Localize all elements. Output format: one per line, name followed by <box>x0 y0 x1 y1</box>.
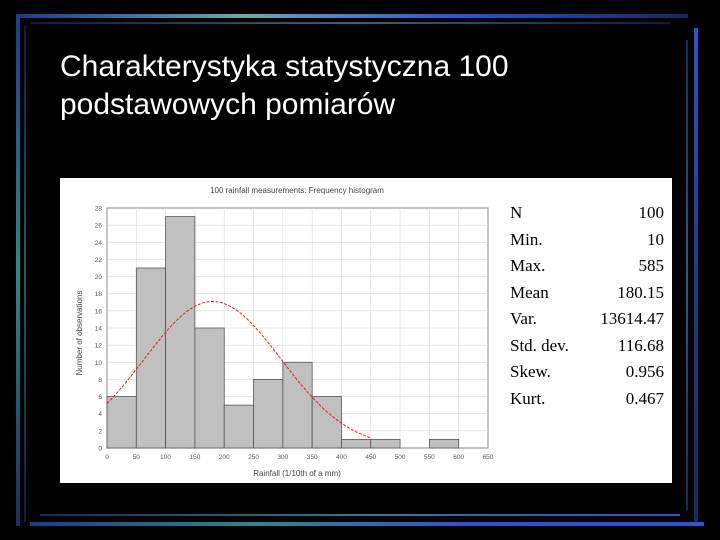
x-tick-label: 450 <box>365 454 376 461</box>
stat-label: Var. <box>510 309 537 328</box>
slide-title-line2: podstawowych pomiarów <box>60 88 396 121</box>
x-tick-label: 300 <box>277 454 288 461</box>
histogram-bar <box>428 439 460 449</box>
frame-left-bar-shadow <box>24 26 26 522</box>
stat-row: Skew. 0.956 <box>510 359 664 386</box>
x-tick-label: 150 <box>189 454 200 461</box>
x-tick-label: 500 <box>395 454 406 461</box>
stat-row: Var. 13614.47 <box>510 306 664 333</box>
x-tick-label: 350 <box>307 454 318 461</box>
x-axis-label: Rainfall (1/10th of a mm) <box>253 469 341 478</box>
y-tick-label: 4 <box>98 411 102 418</box>
stat-label: N <box>510 203 523 222</box>
statistics-table: N 100 Min. 10 Max. 585 Mean 180.15 Var. 13614.47 S… <box>510 200 664 412</box>
stat-value: 585 <box>638 256 665 275</box>
stat-label: Skew. <box>510 362 551 381</box>
histogram-bar <box>253 379 284 449</box>
stat-label: Std. dev. <box>510 335 569 355</box>
stat-row: Min. 10 <box>510 227 664 254</box>
histogram-bar <box>194 327 225 449</box>
slide-title: Charakterystyka statystyczna 100 podstaw… <box>60 48 660 124</box>
stat-row: Mean 180.15 <box>510 280 664 307</box>
x-tick-label: 650 <box>483 454 494 461</box>
stat-value: 116.68 <box>617 335 664 355</box>
y-tick-label: 12 <box>95 343 103 350</box>
y-tick-label: 18 <box>95 291 103 298</box>
histogram-chart: 100 rainfall measurements: Frequency his… <box>75 186 494 478</box>
stat-label: Max. <box>510 256 546 275</box>
y-axis-label: Number of observations <box>75 291 84 376</box>
chart-panel: 100 rainfall measurements: Frequency his… <box>60 178 672 483</box>
histogram-bar <box>135 267 167 449</box>
slide-title-line1: Charakterystyka statystyczna 100 <box>60 50 509 83</box>
stat-value: 0.956 <box>625 362 664 381</box>
y-tick-label: 28 <box>95 206 103 213</box>
frame-right-bar <box>694 28 698 526</box>
stat-value: 0.467 <box>625 388 664 408</box>
stat-label: Kurt. <box>510 388 546 408</box>
stat-value: 180.15 <box>617 282 664 302</box>
chart-title: 100 rainfall measurements: Frequency his… <box>210 186 384 195</box>
frame-bottom-bar <box>30 522 704 526</box>
frame-top-bar <box>20 14 688 18</box>
y-tick-label: 14 <box>95 326 103 333</box>
stat-row: Kurt. 0.467 <box>510 386 664 413</box>
frame-right-bar-shadow <box>686 40 688 510</box>
frame-bottom-bar-shadow <box>40 514 680 516</box>
y-tick-label: 26 <box>95 223 103 230</box>
stat-value: 10 <box>647 229 664 249</box>
y-tick-label: 22 <box>95 257 103 264</box>
y-tick-label: 2 <box>98 428 102 435</box>
histogram-bar <box>311 396 342 449</box>
histogram-bar <box>341 439 372 449</box>
histogram-bar <box>223 404 254 449</box>
stat-label: Mean <box>510 282 549 302</box>
y-tick-label: 16 <box>95 308 103 315</box>
histogram-bar <box>165 216 196 449</box>
stat-row: Std. dev. 116.68 <box>510 333 664 360</box>
y-tick-label: 0 <box>98 446 102 453</box>
y-tick-label: 10 <box>95 360 103 367</box>
stat-label: Min. <box>510 229 543 249</box>
stat-value: 100 <box>638 203 665 222</box>
histogram-bar <box>282 361 313 449</box>
x-tick-label: 50 <box>133 454 141 461</box>
normal-fit-curve <box>106 300 371 439</box>
x-tick-label: 400 <box>336 454 347 461</box>
frame-left-bar <box>16 14 20 526</box>
frame-top-bar-shadow <box>30 22 670 24</box>
x-tick-label: 600 <box>453 454 464 461</box>
x-tick-label: 550 <box>424 454 435 461</box>
y-tick-label: 24 <box>95 240 103 247</box>
y-tick-label: 6 <box>98 394 102 401</box>
x-tick-label: 200 <box>219 454 230 461</box>
y-tick-label: 20 <box>95 274 103 281</box>
histogram-bar <box>106 396 137 449</box>
stat-row: Max. 585 <box>510 253 664 280</box>
histogram-bar <box>370 439 401 449</box>
stat-value: 13614.47 <box>600 309 664 328</box>
stat-row: N 100 <box>510 200 664 227</box>
x-tick-label: 100 <box>160 454 171 461</box>
x-tick-label: 0 <box>105 454 109 461</box>
y-tick-label: 8 <box>98 377 102 384</box>
x-tick-label: 250 <box>248 454 259 461</box>
